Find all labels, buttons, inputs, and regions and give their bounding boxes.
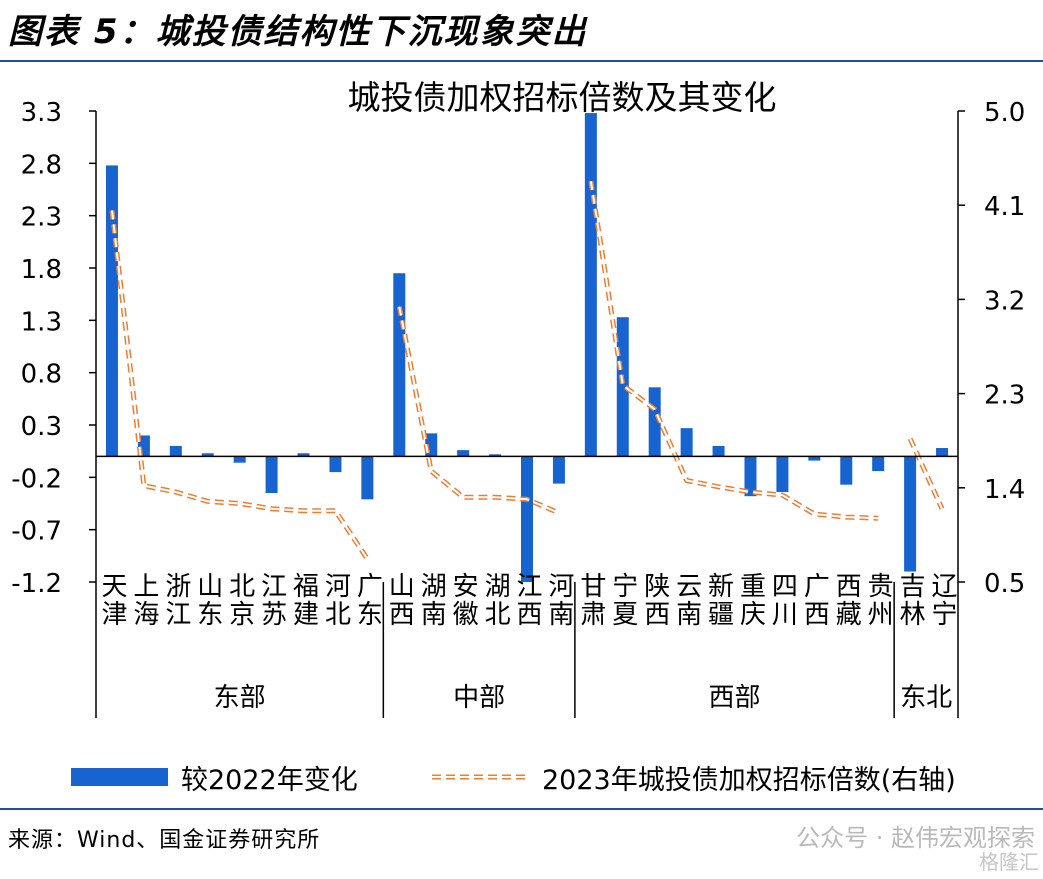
bar-浙江 [169, 445, 182, 457]
right-tick-label: 2.3 [984, 381, 1025, 411]
watermark: 公众号 · 赵伟宏观探索 [796, 824, 1035, 852]
right-tick-label: 1.4 [984, 475, 1025, 505]
bar-山东 [201, 453, 214, 457]
category-label: 广东 [352, 572, 382, 628]
bar-新疆 [712, 445, 725, 457]
category-label: 天津 [97, 572, 127, 628]
category-label: 河南 [544, 572, 574, 628]
bar-广西 [808, 456, 821, 461]
bar-吉林 [904, 456, 917, 572]
legend-bar-swatch [71, 768, 168, 786]
bar-云南 [680, 428, 693, 457]
right-axis-ticks: 5.0 4.1 3.2 2.3 1.4 0.5 [958, 98, 1025, 599]
line-segment-inner-西部 [589, 180, 879, 520]
line-segment-inner-东北 [909, 438, 943, 510]
category-label: 四川 [767, 572, 797, 628]
right-tick-label: 5.0 [984, 98, 1025, 128]
left-tick-label: 0.8 [21, 360, 62, 390]
title-divider [0, 60, 1043, 62]
category-label: 广西 [799, 572, 829, 628]
chart: 城投债加权招标倍数及其变化 3.3 2.8 2.3 1.8 1.3 0.8 0.3 -0.2 -… [11, 78, 1025, 796]
axes [95, 111, 959, 718]
left-tick-label: 1.8 [21, 255, 62, 285]
right-tick-label: 0.5 [984, 569, 1025, 599]
category-label: 山东 [193, 572, 223, 628]
source-divider [0, 808, 1043, 810]
category-labels: 天津 上海 浙江 山东 北京 江苏 福建 河北 广东 山西 湖南 安徽 湖北 江西 河南 甘肃 宁夏 陕西 云南 新疆… [97, 572, 957, 628]
line-segment-东部 [109, 210, 370, 561]
bar-广东 [361, 456, 374, 500]
bar-甘肃 [584, 113, 597, 457]
category-label: 湖南 [416, 572, 446, 628]
category-label: 吉林 [895, 572, 925, 628]
right-tick-label: 3.2 [984, 286, 1025, 316]
category-label: 云南 [672, 572, 702, 628]
category-label: 福建 [289, 572, 319, 628]
left-tick-label: 2.3 [21, 203, 62, 233]
category-label: 北京 [225, 572, 255, 628]
group-label-西部: 西部 [709, 683, 761, 713]
bar-安徽 [457, 450, 470, 457]
bar-辽宁 [936, 448, 949, 457]
category-label: 江西 [512, 572, 542, 628]
bar-四川 [776, 456, 789, 492]
bar-江苏 [265, 456, 278, 494]
group-label-中部: 中部 [453, 683, 505, 713]
bar-series [105, 113, 949, 582]
left-tick-label: 2.8 [21, 150, 62, 180]
category-label: 重庆 [735, 572, 765, 628]
bar-湖北 [489, 454, 502, 457]
legend-line-label: 2023年城投债加权招标倍数(右轴) [542, 765, 956, 796]
category-label: 甘肃 [576, 572, 606, 628]
category-label: 江苏 [257, 572, 287, 628]
category-label: 宁夏 [608, 572, 638, 628]
bar-山西 [393, 273, 406, 457]
bar-河北 [329, 456, 342, 473]
legend: 较2022年变化 2023年城投债加权招标倍数(右轴) [71, 765, 956, 796]
right-tick-label: 4.1 [984, 192, 1025, 222]
group-label-东部: 东部 [214, 683, 266, 713]
bar-西藏 [840, 456, 853, 485]
left-tick-label: 1.3 [21, 307, 62, 337]
bar-贵州 [872, 456, 885, 472]
figure-title: 图表 5：城投债结构性下沉现象突出 [8, 12, 588, 52]
category-label: 辽宁 [927, 572, 957, 628]
left-tick-label: -0.2 [11, 464, 62, 494]
chart-title: 城投债加权招标倍数及其变化 [348, 78, 777, 117]
line-segment-中部 [396, 306, 560, 516]
line-segment-inner-中部 [398, 306, 560, 514]
category-label: 河北 [320, 572, 350, 628]
line-segment-西部 [588, 180, 879, 521]
left-tick-label: 0.3 [21, 412, 62, 442]
category-label: 上海 [129, 572, 159, 628]
left-axis-ticks: 3.3 2.8 2.3 1.8 1.3 0.8 0.3 -0.2 -0.7 -1.2 [11, 98, 96, 599]
group-labels: 东部 中部 西部 东北 [214, 582, 952, 718]
category-label: 新疆 [704, 572, 734, 628]
bar-北京 [233, 456, 246, 463]
bar-重庆 [744, 456, 757, 497]
bar-福建 [297, 453, 310, 457]
category-label: 陕西 [640, 572, 670, 628]
watermark-secondary: 格隆汇 [979, 850, 1039, 874]
category-label: 安徽 [448, 572, 478, 628]
line-segment-inner-东部 [111, 210, 369, 560]
left-tick-label: -1.2 [11, 569, 62, 599]
category-label: 西藏 [831, 572, 861, 628]
line-series [109, 180, 945, 561]
left-tick-label: 3.3 [21, 98, 62, 128]
bar-江西 [521, 456, 533, 582]
category-label: 浙江 [161, 572, 191, 628]
category-label: 湖北 [480, 572, 510, 628]
left-tick-label: -0.7 [11, 517, 62, 547]
category-label: 山西 [384, 572, 414, 628]
bar-河南 [552, 456, 565, 484]
legend-bar-label: 较2022年变化 [181, 765, 358, 796]
group-label-东北: 东北 [900, 683, 952, 713]
category-label: 贵州 [863, 572, 893, 628]
source-text: 来源：Wind、国金证券研究所 [8, 828, 321, 853]
bar-天津 [105, 165, 118, 457]
